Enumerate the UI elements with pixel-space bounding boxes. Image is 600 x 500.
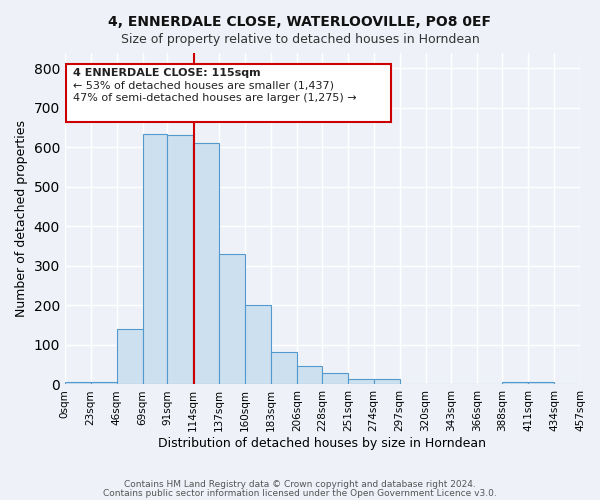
X-axis label: Distribution of detached houses by size in Horndean: Distribution of detached houses by size … (158, 437, 487, 450)
Bar (271, 352, 297, 384)
Bar (167, 136, 193, 384)
Bar (322, 374, 348, 384)
Bar (91, 382, 116, 384)
Text: ← 53% of detached houses are smaller (1,437): ← 53% of detached houses are smaller (1,… (73, 81, 334, 91)
Bar (502, 382, 528, 384)
Text: Contains public sector information licensed under the Open Government Licence v3: Contains public sector information licen… (103, 489, 497, 498)
Bar (116, 329, 143, 384)
Bar (219, 254, 245, 384)
Y-axis label: Number of detached properties: Number of detached properties (15, 120, 28, 317)
Text: Contains HM Land Registry data © Crown copyright and database right 2024.: Contains HM Land Registry data © Crown c… (124, 480, 476, 489)
Text: 4 ENNERDALE CLOSE: 115sqm: 4 ENNERDALE CLOSE: 115sqm (73, 68, 260, 78)
Bar (374, 380, 400, 384)
Bar (193, 144, 219, 384)
Bar (143, 134, 167, 384)
Bar (65, 382, 91, 384)
FancyBboxPatch shape (66, 64, 391, 122)
Text: Size of property relative to detached houses in Horndean: Size of property relative to detached ho… (121, 32, 479, 46)
Text: 4, ENNERDALE CLOSE, WATERLOOVILLE, PO8 0EF: 4, ENNERDALE CLOSE, WATERLOOVILLE, PO8 0… (109, 15, 491, 29)
Text: 47% of semi-detached houses are larger (1,275) →: 47% of semi-detached houses are larger (… (73, 93, 356, 103)
Bar (528, 382, 554, 384)
Bar (245, 306, 271, 384)
Bar (348, 380, 374, 384)
Bar (297, 366, 322, 384)
